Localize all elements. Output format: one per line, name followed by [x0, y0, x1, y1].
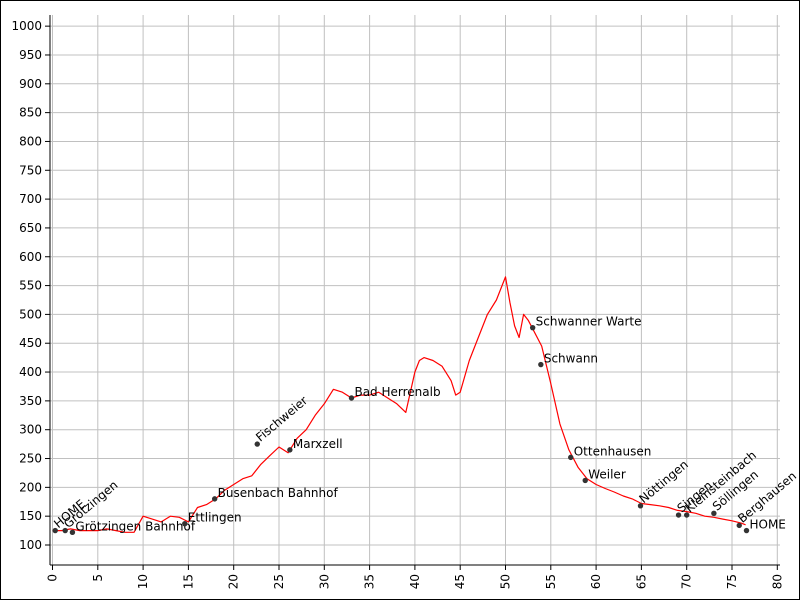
waypoint-marker [254, 441, 260, 447]
elevation-line [52, 276, 746, 533]
x-tick-label: 40 [408, 574, 422, 589]
waypoint-label: Weiler [588, 467, 626, 481]
x-axis-ticks: 0 5 10 15 20 25 30 35 40 45 50 55 60 65 70 75 80 [46, 565, 784, 589]
waypoint-marker [348, 395, 355, 401]
x-tick-label: 25 [272, 574, 286, 589]
y-tick-label: 400 [19, 365, 42, 379]
grid-lines [49, 15, 780, 566]
y-tick-label: 800 [19, 134, 42, 148]
x-tick-label: 70 [680, 574, 694, 589]
y-tick-label: 1000 [11, 19, 42, 33]
y-tick-label: 900 [19, 77, 42, 91]
x-tick-label: 75 [725, 574, 739, 589]
y-tick-label: 300 [19, 423, 42, 437]
waypoint-label: Marxzell [293, 437, 343, 451]
waypoint-marker [287, 447, 293, 453]
waypoint-marker [69, 529, 76, 536]
waypoint-label: Schwanner Warte [536, 315, 642, 329]
y-tick-label: 150 [19, 509, 42, 523]
waypoint-marker [568, 454, 574, 461]
y-tick-label: 600 [19, 250, 42, 264]
y-tick-label: 250 [19, 452, 42, 466]
plot-area [52, 276, 746, 533]
waypoint-label: Schwann [544, 352, 598, 366]
y-tick-label: 500 [19, 307, 42, 321]
waypoint-marker [637, 503, 644, 509]
waypoint-label: HOME [749, 518, 785, 532]
waypoint-marker [582, 477, 588, 484]
y-tick-label: 850 [19, 106, 42, 120]
y-tick-label: 950 [19, 48, 42, 62]
waypoint-marker [182, 520, 188, 527]
waypoint-label: Busenbach Bahnhof [218, 486, 339, 500]
waypoint-marker [675, 512, 682, 518]
waypoint-marker [743, 527, 750, 534]
y-tick-label: 650 [19, 221, 42, 235]
x-tick-label: 60 [589, 574, 603, 589]
y-tick-label: 350 [19, 394, 42, 408]
x-tick-label: 0 [46, 574, 60, 582]
waypoint-marker [538, 361, 544, 368]
x-tick-label: 50 [499, 574, 513, 589]
x-tick-label: 30 [317, 574, 331, 589]
waypoint-marker [711, 510, 717, 516]
x-tick-label: 15 [181, 574, 195, 589]
waypoint-marker [211, 496, 218, 502]
waypoint-label: Ottenhausen [574, 444, 652, 458]
y-tick-label: 450 [19, 336, 42, 350]
x-tick-label: 20 [227, 574, 241, 589]
waypoint-marker [52, 527, 58, 534]
x-tick-label: 55 [544, 574, 558, 589]
y-tick-label: 550 [19, 279, 42, 293]
y-axis-ticks: 100 150 200 250 300 350 400 450 500 550 600 650 700 7… [11, 19, 50, 552]
waypoint-label: Ettlingen [188, 511, 242, 525]
waypoint-label: Bad Herrenalb [354, 385, 440, 399]
waypoint-label: Grötzingen Bahnhof [75, 519, 195, 533]
waypoint-marker [736, 522, 742, 529]
waypoint-marker [684, 512, 690, 518]
x-tick-label: 35 [363, 574, 377, 589]
y-tick-label: 700 [19, 192, 42, 206]
waypoint-marker [62, 527, 68, 534]
y-tick-label: 750 [19, 163, 42, 177]
x-tick-label: 80 [770, 574, 784, 589]
x-tick-label: 5 [91, 574, 105, 582]
x-tick-label: 10 [136, 574, 150, 589]
y-tick-label: 100 [19, 538, 42, 552]
y-tick-label: 200 [19, 480, 42, 494]
x-tick-label: 45 [453, 574, 467, 589]
x-tick-label: 65 [634, 574, 648, 589]
waypoint-marker [529, 324, 536, 331]
